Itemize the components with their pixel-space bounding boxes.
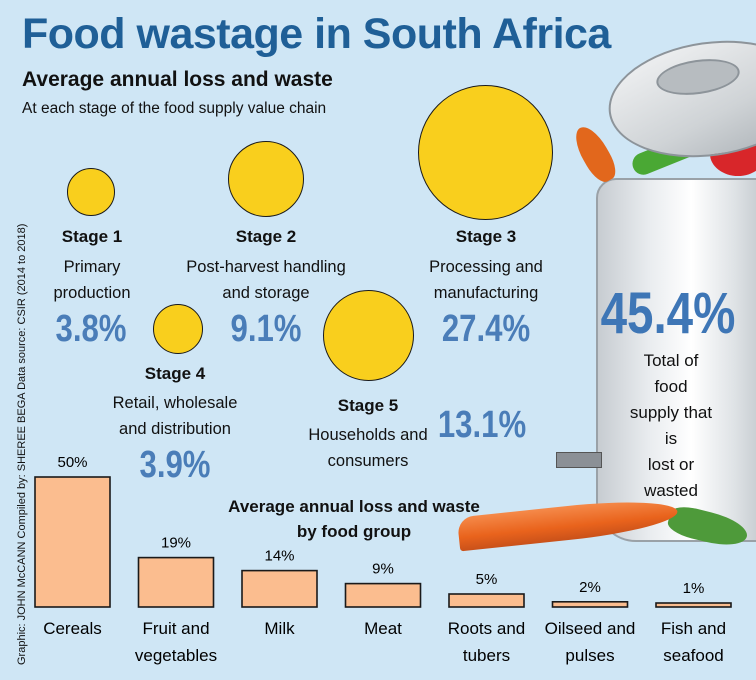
category-label-6: seafood bbox=[663, 646, 724, 665]
total-waste-value: 45.4% bbox=[600, 281, 736, 346]
stage-5-desc: Households and consumers bbox=[308, 426, 428, 470]
bar-value-label-5: 2% bbox=[579, 579, 601, 596]
bar-value-label-6: 1% bbox=[683, 580, 705, 597]
stage-3-title: Stage 3 bbox=[455, 227, 517, 246]
stage-2-value: 9.1% bbox=[230, 308, 302, 350]
bar-6 bbox=[655, 602, 732, 608]
stage-1-value: 3.8% bbox=[55, 308, 127, 350]
stage-3-value: 27.4% bbox=[441, 308, 531, 350]
bin-pedal bbox=[556, 452, 602, 468]
bar-0 bbox=[34, 476, 111, 608]
category-label-2: Milk bbox=[264, 619, 295, 638]
stage-3-bubble bbox=[418, 85, 553, 220]
bar-value-label-4: 5% bbox=[476, 571, 498, 588]
stage-4-desc: Retail, wholesale and distribution bbox=[112, 394, 238, 438]
bar-value-label-2: 14% bbox=[264, 548, 294, 565]
stage-2-desc: Post-harvest handling and storage bbox=[186, 258, 346, 302]
stage-1-desc: Primary production bbox=[53, 258, 131, 302]
category-label-1: Fruit and bbox=[142, 619, 209, 638]
bin-body bbox=[596, 178, 756, 542]
total-waste-desc: Total of food supply that is lost or was… bbox=[629, 351, 713, 500]
category-label-5: Oilseed and bbox=[545, 619, 636, 638]
stage-1-title: Stage 1 bbox=[61, 227, 123, 246]
bar-value-label-3: 9% bbox=[372, 561, 394, 578]
chart-description: At each stage of the food supply value c… bbox=[22, 100, 327, 117]
category-label-3: Meat bbox=[364, 619, 402, 638]
category-label-4: tubers bbox=[463, 646, 510, 665]
stage-4-title: Stage 4 bbox=[144, 364, 206, 383]
food-group-chart-title: Average annual loss and waste by food gr… bbox=[228, 497, 480, 541]
stage-2-title: Stage 2 bbox=[235, 227, 297, 246]
trash-bin-illustration bbox=[556, 28, 756, 560]
stage-4-bubble bbox=[153, 304, 203, 354]
bar-4 bbox=[448, 593, 525, 608]
stage-5-title: Stage 5 bbox=[337, 396, 399, 415]
bar-1 bbox=[137, 556, 215, 608]
page-title: Food wastage in South Africa bbox=[22, 10, 611, 58]
bar-3 bbox=[344, 582, 422, 608]
stage-3-desc: Processing and manufacturing bbox=[429, 258, 543, 302]
category-label-0: Cereals bbox=[43, 619, 102, 638]
category-label-6: Fish and bbox=[661, 619, 726, 638]
category-label-5: pulses bbox=[565, 646, 614, 665]
stage-5-bubble bbox=[323, 290, 414, 381]
category-label-1: vegetables bbox=[135, 646, 217, 665]
stage-5-value: 13.1% bbox=[437, 404, 527, 446]
stage-2-bubble bbox=[228, 141, 304, 217]
chart-subtitle: Average annual loss and waste bbox=[22, 68, 333, 91]
bar-5 bbox=[551, 600, 629, 608]
bar-2 bbox=[241, 569, 318, 608]
stage-4-value: 3.9% bbox=[139, 444, 211, 486]
bar-value-label-0: 50% bbox=[57, 454, 87, 471]
category-label-4: Roots and bbox=[448, 619, 526, 638]
stage-1-bubble bbox=[67, 168, 115, 216]
bar-value-label-1: 19% bbox=[161, 535, 191, 552]
